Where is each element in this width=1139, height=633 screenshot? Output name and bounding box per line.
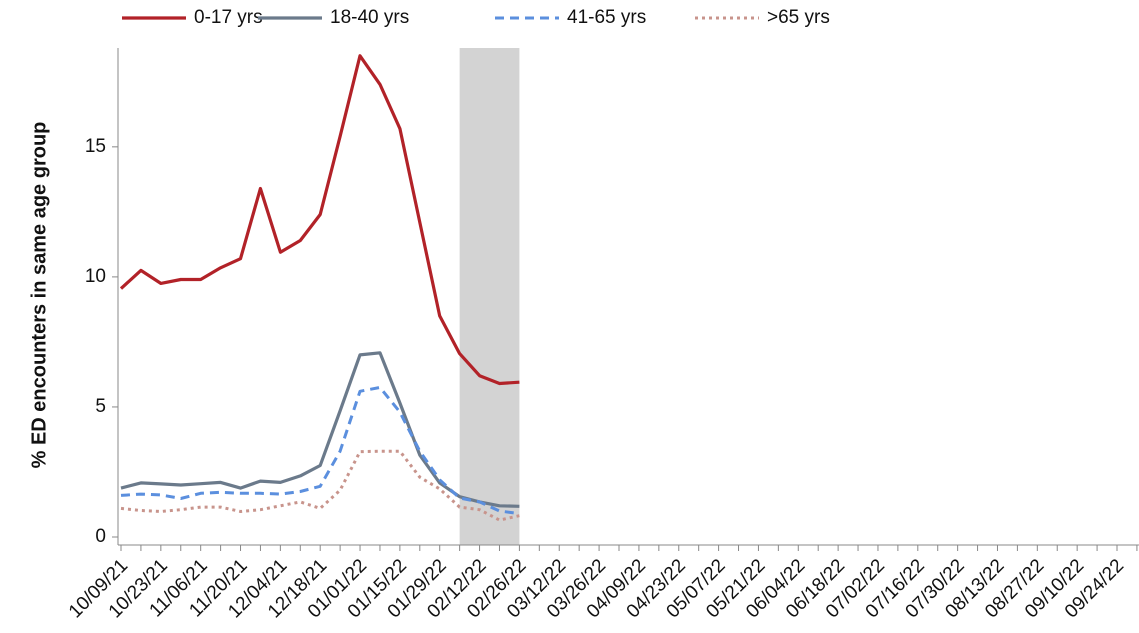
y-axis-label: % ED encounters in same age group [28,122,50,469]
series-line [119,54,520,386]
y-tick-label: 10 [85,266,106,287]
y-tick-label: 15 [85,136,106,157]
legend-label: 0-17 yrs [194,7,263,28]
y-tick-label: 5 [95,396,106,417]
legend-label: 18-40 yrs [330,7,409,28]
legend-label: >65 yrs [767,7,830,28]
y-tick-label: 0 [95,526,106,547]
legend-label: 41-65 yrs [567,7,646,28]
series-line [120,385,520,516]
series-line [120,449,520,522]
shaded-period [459,48,520,545]
